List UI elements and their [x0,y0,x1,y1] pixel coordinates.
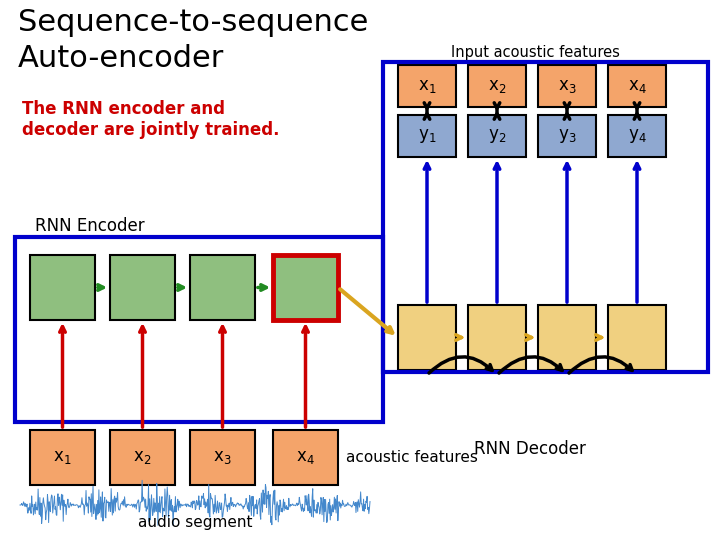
Text: x$_3$: x$_3$ [558,77,576,95]
Text: x$_2$: x$_2$ [133,449,152,467]
Text: acoustic features: acoustic features [346,450,478,465]
Bar [383,62,708,372]
Bar [398,305,456,370]
Bar [110,255,175,320]
Text: Sequence-to-sequence: Sequence-to-sequence [18,8,369,37]
Bar [538,65,596,107]
Text: y$_1$: y$_1$ [418,127,436,145]
Bar [538,115,596,157]
Bar [190,430,255,485]
Bar [538,305,596,370]
Text: Auto-encoder: Auto-encoder [18,44,225,73]
Text: audio segment: audio segment [138,515,252,530]
Bar [608,65,666,107]
Text: y$_2$: y$_2$ [488,127,506,145]
Text: x$_2$: x$_2$ [488,77,506,95]
Bar [608,115,666,157]
Text: x$_4$: x$_4$ [296,449,315,467]
Bar [468,115,526,157]
Bar [30,430,95,485]
Text: y$_4$: y$_4$ [628,127,647,145]
Text: x$_1$: x$_1$ [53,449,72,467]
Bar [398,65,456,107]
Bar [190,255,255,320]
Bar [30,255,95,320]
Text: Input acoustic features: Input acoustic features [451,45,619,60]
Text: The RNN encoder and
decoder are jointly trained.: The RNN encoder and decoder are jointly … [22,100,279,139]
Bar [398,115,456,157]
Text: RNN Decoder: RNN Decoder [474,440,586,458]
Bar [273,255,338,320]
Bar [468,65,526,107]
Bar [468,305,526,370]
Text: x$_3$: x$_3$ [213,449,232,467]
Bar [608,305,666,370]
Text: x$_1$: x$_1$ [418,77,436,95]
Bar [273,430,338,485]
Bar [15,237,383,422]
Text: y$_3$: y$_3$ [558,127,576,145]
Text: x$_4$: x$_4$ [628,77,647,95]
Text: RNN Encoder: RNN Encoder [35,217,145,235]
Bar [110,430,175,485]
